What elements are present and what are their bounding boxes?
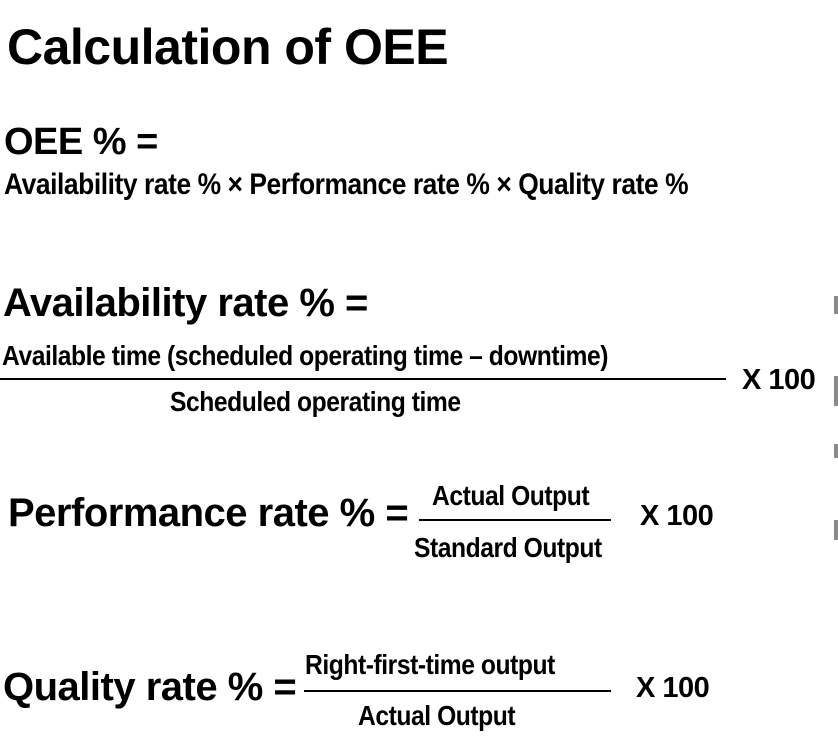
availability-multiplier: X 100 <box>742 364 816 396</box>
quality-denominator: Actual Output <box>358 700 516 731</box>
quality-numerator: Right-first-time output <box>305 649 555 680</box>
page-title: Calculation of OEE <box>7 19 449 75</box>
availability-fraction-bar <box>0 378 726 380</box>
oee-label: OEE % = <box>4 121 158 163</box>
performance-multiplier: X 100 <box>640 500 714 532</box>
quality-multiplier: X 100 <box>636 672 710 704</box>
quality-label: Quality rate % = <box>3 665 297 709</box>
performance-label: Performance rate % = <box>8 491 409 535</box>
quality-fraction-bar <box>304 690 611 692</box>
performance-numerator: Actual Output <box>432 480 590 511</box>
edge-mark <box>834 520 838 540</box>
performance-fraction-bar <box>419 519 611 521</box>
edge-mark <box>834 444 838 458</box>
edge-mark <box>834 376 838 406</box>
availability-numerator: Available time (scheduled operating time… <box>2 340 609 371</box>
edge-mark <box>834 296 838 314</box>
oee-formula: Availability rate % × Performance rate %… <box>4 168 689 201</box>
availability-denominator: Scheduled operating time <box>170 386 461 417</box>
availability-label: Availability rate % = <box>3 281 368 325</box>
performance-denominator: Standard Output <box>414 532 602 563</box>
